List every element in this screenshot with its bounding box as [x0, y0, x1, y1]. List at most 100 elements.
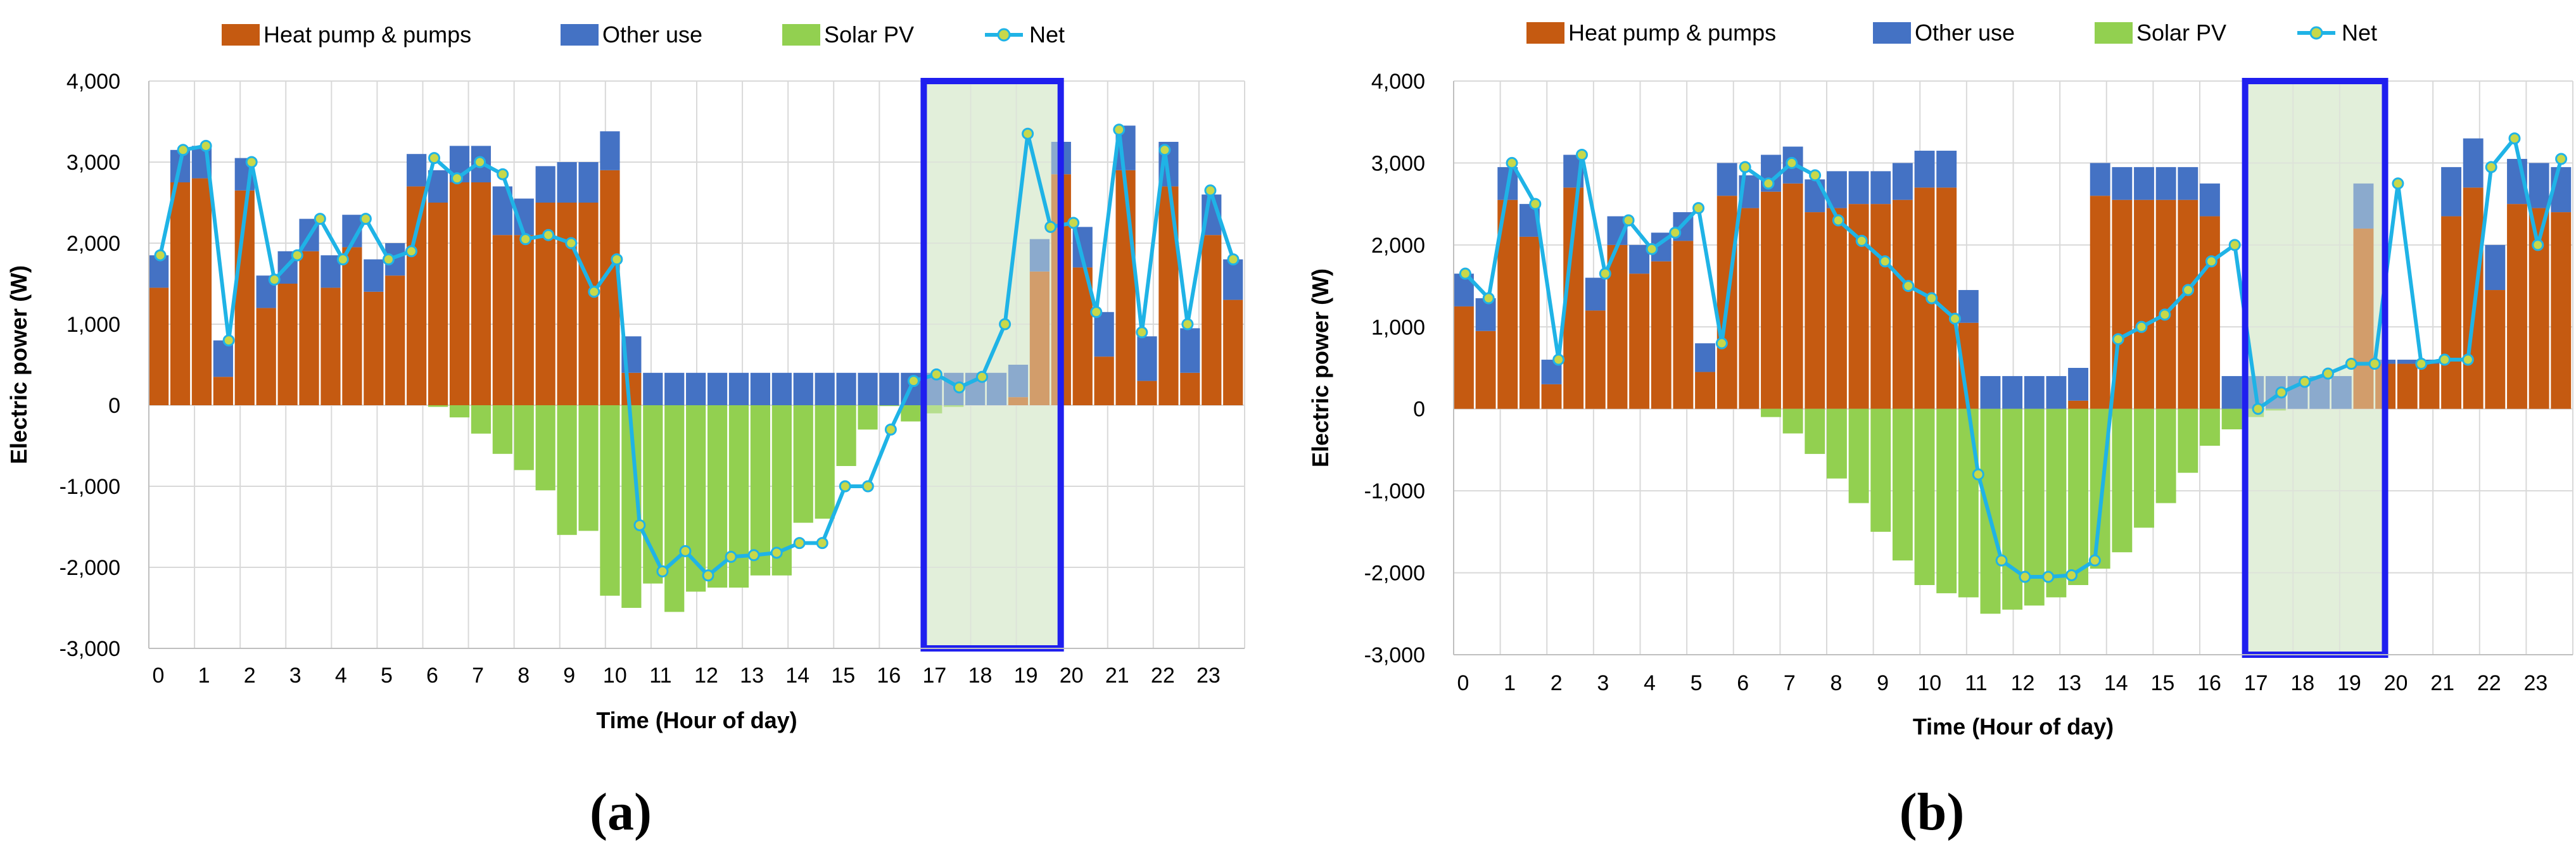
net-point	[1113, 123, 1126, 136]
bar-heat-pump	[170, 182, 191, 405]
net-point	[1506, 156, 1518, 169]
y-tick-label: -2,000	[60, 556, 120, 580]
bar-solar-pv	[471, 405, 492, 434]
x-tick-label: 13	[2057, 671, 2081, 695]
x-tick-label: 10	[603, 664, 627, 688]
bar-heat-pump	[492, 235, 512, 405]
chart-panel-b: -3,000 -2,000 -1,000 0 1,000 2,000 3,000 4,000 0…	[1307, 20, 2573, 842]
bar-heat-pump	[449, 182, 470, 405]
bar-other-use	[1958, 290, 1979, 323]
bar-solar-pv	[1761, 408, 1781, 417]
bar-heat-pump	[2441, 216, 2461, 409]
x-tick-label: 5	[1691, 671, 1703, 695]
net-point	[1459, 267, 1471, 280]
panel-label: (b)	[1900, 783, 1965, 842]
x-tick-label: 12	[694, 664, 718, 688]
bar-solar-pv	[1892, 408, 1913, 561]
x-tick-label: 16	[2197, 671, 2221, 695]
net-point	[839, 480, 851, 493]
bar-other-use	[2353, 183, 2374, 229]
net-point	[1809, 169, 1822, 182]
net-point	[2321, 367, 2334, 380]
net-point	[725, 550, 737, 563]
net-point	[1599, 267, 1611, 280]
y-tick-label: 1,000	[67, 313, 120, 337]
bar-heat-pump	[2463, 187, 2484, 409]
bar-solar-pv	[492, 405, 512, 454]
net-point	[611, 253, 623, 266]
net-point	[2508, 132, 2521, 145]
bar-other-use	[213, 340, 233, 377]
x-tick-label: 2	[244, 664, 256, 688]
bar-heat-pump	[407, 186, 427, 405]
bar-solar-pv	[535, 405, 555, 491]
x-tick-label: 9	[563, 664, 575, 688]
bar-other-use	[858, 372, 878, 405]
bar-solar-pv	[1782, 408, 1803, 434]
bar-solar-pv	[664, 405, 685, 612]
net-point	[2345, 358, 2357, 370]
bar-solar-pv	[2265, 408, 2286, 411]
net-point	[1902, 280, 1915, 293]
net-point	[1855, 234, 1868, 247]
x-tick-label: 19	[1014, 664, 1038, 688]
legend-swatch-heat-pump	[1526, 22, 1564, 44]
net-point	[2415, 358, 2428, 370]
net-point	[2019, 570, 2031, 583]
bar-heat-pump	[299, 251, 319, 405]
legend-label-heat-pump: Heat pump & pumps	[1568, 20, 1776, 46]
net-point	[793, 537, 806, 550]
net-point	[884, 423, 897, 436]
y-tick-label: -1,000	[1364, 479, 1425, 503]
y-axis-title: Electric power (W)	[1307, 268, 1333, 467]
bar-other-use	[2528, 163, 2549, 208]
bar-heat-pump	[2551, 212, 2572, 409]
net-point	[1529, 198, 1542, 210]
bar-heat-pump	[1695, 372, 1715, 409]
legend: Heat pump & pumps Other use Solar PV Net	[1526, 20, 2377, 46]
bar-heat-pump	[191, 178, 212, 405]
bar-heat-pump	[1936, 187, 1957, 409]
legend-label-net: Net	[2342, 20, 2377, 46]
bar-heat-pump	[557, 203, 577, 405]
bar-other-use	[686, 372, 706, 405]
bar-other-use	[1892, 163, 1913, 200]
bar-solar-pv	[2046, 408, 2067, 598]
legend-label-other-use: Other use	[1915, 20, 2015, 46]
bar-solar-pv	[815, 405, 835, 519]
bar-other-use	[1137, 336, 1157, 381]
y-tick-label: 0	[1413, 398, 1425, 422]
legend-swatch-other-use	[1873, 22, 1911, 44]
legend: Heat pump & pumps Other use Solar PV Net	[222, 22, 1065, 47]
net-point	[245, 156, 258, 168]
legend-swatch-heat-pump	[222, 24, 260, 46]
bar-solar-pv	[793, 405, 813, 523]
net-point	[268, 274, 281, 286]
bar-other-use	[557, 162, 577, 203]
legend-marker-net	[997, 28, 1011, 42]
bar-heat-pump	[1739, 208, 1760, 409]
x-tick-label: 18	[2290, 671, 2314, 695]
x-tick-label: 6	[1737, 671, 1749, 695]
bar-other-use	[1936, 151, 1957, 188]
x-tick-label: 17	[2244, 671, 2268, 695]
net-point	[405, 245, 417, 258]
highlight-overlay	[2245, 81, 2385, 655]
bar-solar-pv	[922, 405, 942, 413]
bar-heat-pump	[1585, 310, 1606, 409]
bar-other-use	[364, 259, 384, 292]
bar-other-use	[815, 372, 835, 405]
chart-panel-a: -3,000 -2,000 -1,000 0 1,000 2,000 3,000 4,000 0…	[6, 22, 1245, 842]
net-point	[679, 545, 692, 557]
x-tick-label: 22	[1151, 664, 1175, 688]
net-point	[1926, 292, 1938, 305]
bar-heat-pump	[2178, 199, 2198, 409]
x-tick-label: 4	[335, 664, 347, 688]
bar-other-use	[1848, 171, 1869, 205]
net-point	[770, 546, 783, 559]
net-point	[1879, 255, 1891, 268]
net-point	[177, 144, 189, 156]
net-point	[1692, 202, 1705, 215]
bar-solar-pv	[2200, 408, 2220, 446]
